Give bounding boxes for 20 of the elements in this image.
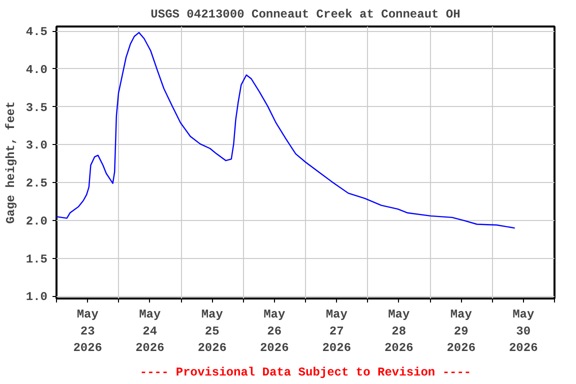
y-tick-label: 3.0: [26, 138, 48, 153]
x-tick-label: May 26 2026: [260, 308, 289, 356]
line-series: [56, 32, 516, 229]
text: ---- Provisional Data Subject to Revision ----: [140, 366, 472, 380]
x-tick-label: May 25 2026: [198, 308, 227, 356]
y-tick-label: 2.0: [26, 214, 48, 228]
y-tick-label: 2.5: [26, 176, 48, 191]
x-tick-label: May 28 2026: [384, 308, 414, 356]
x-tick-label: May 24 2026: [135, 308, 164, 356]
chart-title: USGS 04213000 Conneaut Creek at Conneaut OH: [150, 8, 460, 22]
y-tick-label: 4.0: [26, 62, 48, 77]
x-tick-label: May 30 2026: [508, 308, 538, 356]
y-axis-title: Gage height, feet: [4, 101, 18, 224]
y-tick-label: 4.5: [26, 25, 48, 40]
x-tick-label: May 27 2026: [322, 308, 352, 356]
y-tick-label: 1.0: [26, 290, 48, 304]
y-tick-label: 3.5: [26, 100, 48, 115]
y-tick-label: 1.5: [26, 252, 48, 266]
x-tick-label: May 23 2026: [73, 308, 102, 356]
x-tick-label: May 29 2026: [446, 308, 476, 356]
